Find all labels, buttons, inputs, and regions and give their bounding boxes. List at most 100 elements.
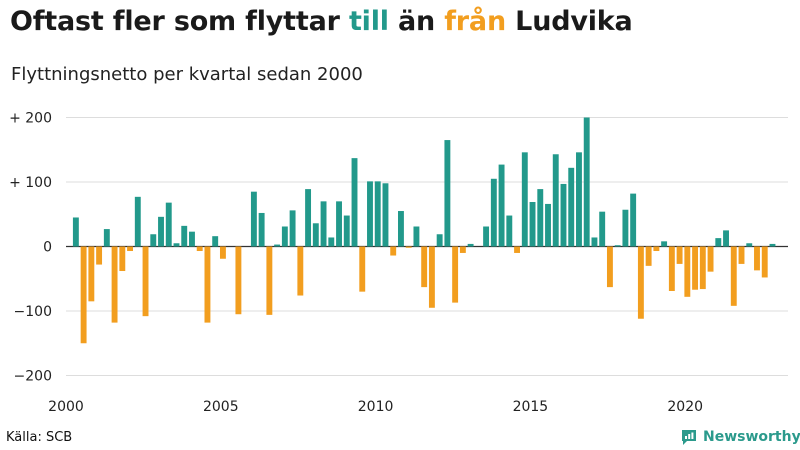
x-axis-labels: 2000 2005 2010 2015 2020 [48,399,703,415]
x-tick-label: 2000 [48,399,84,415]
bar [127,246,133,252]
bar [545,203,551,247]
bar [134,196,141,247]
bar [219,246,226,259]
bar [552,154,559,247]
bar [521,152,528,247]
bar [289,210,296,247]
bar [359,246,366,292]
bar [483,226,490,247]
bar [622,209,629,247]
bar [668,246,675,291]
bar [374,181,381,247]
chart-bars [72,117,776,344]
bar [320,201,327,247]
bar [88,246,95,302]
bar [158,216,164,247]
bar [235,246,242,315]
bar [738,246,745,264]
bar [730,246,737,306]
bar [599,211,606,247]
bar [560,183,567,247]
bar [103,229,110,247]
bar [72,217,79,247]
bar [281,226,288,247]
bar [96,246,103,265]
bar [328,237,335,247]
bar [537,189,544,247]
newsworthy-logo-icon [682,430,696,445]
y-tick-label: + 200 [9,111,52,127]
bar [614,245,621,247]
bar [173,243,180,247]
bar [746,243,753,247]
bar [490,178,497,247]
bar [676,246,683,264]
bar [707,246,714,272]
bar [305,189,312,247]
bar [444,140,451,247]
bar [699,246,706,290]
chart-title: Oftast fler som flyttar till än från Lud… [10,6,633,37]
chart-subtitle: Flyttningsnetto per kvartal sedan 2000 [11,64,363,85]
source-note: Källa: SCB [6,430,73,445]
bar [250,191,257,247]
x-tick-label: 2015 [513,399,549,415]
y-tick-label: −200 [14,369,52,385]
title-part-1: Oftast fler som flyttar [10,6,349,37]
bar [390,246,397,256]
x-tick-label: 2005 [203,399,239,415]
bar [630,193,637,247]
bar [576,152,582,247]
bar [692,246,699,290]
bar [723,230,729,247]
bar [761,246,768,278]
y-axis-labels: + 200 + 100 0 −100 −200 [9,111,52,385]
bar [111,246,118,323]
bar [297,246,304,296]
bar [266,246,273,315]
bar [645,246,652,266]
bar [274,244,281,247]
bar [514,246,520,253]
title-part-3: Ludvika [505,6,633,37]
y-tick-label: −100 [14,304,52,320]
bar [467,243,474,247]
x-tick-label: 2020 [667,399,703,415]
bar [498,164,505,247]
bar [142,246,149,317]
bar [80,246,87,344]
bar [436,234,443,247]
bar [529,202,536,247]
bar [204,246,211,323]
bar [212,236,219,247]
bar [452,246,459,303]
bar [150,234,157,247]
bar [351,158,358,247]
bar [119,246,126,272]
bar [181,225,188,247]
bar [312,223,319,247]
bar [165,202,172,247]
bar [506,215,513,247]
bar [459,246,466,253]
y-tick-label: + 100 [9,175,52,191]
x-tick-label: 2010 [358,399,394,415]
bar [715,238,722,247]
bar [591,237,598,247]
bar [398,211,404,247]
bar [382,183,389,247]
bar [413,226,420,247]
bar [258,212,265,247]
title-part-2: än [388,6,445,37]
bar [189,231,195,247]
brand-logo[interactable]: Newsworthy [680,428,800,446]
bar [568,167,575,247]
bar [583,117,590,247]
bar [769,243,776,247]
bar [637,246,644,319]
bar [336,201,342,247]
bar [684,246,691,297]
bar [343,215,350,247]
